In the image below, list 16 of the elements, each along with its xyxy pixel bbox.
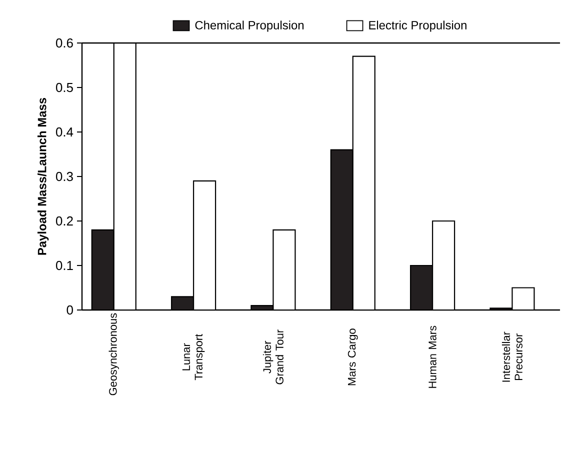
y-tick-label: 0.6 (56, 38, 73, 48)
x-tick-label: Interstellar Precursor (502, 332, 522, 382)
y-axis-title: Payload Mass/Launch Mass (38, 98, 49, 255)
x-tick-label: Jupiter Grand Tour (262, 330, 284, 384)
y-tick-label: 0.1 (56, 260, 73, 270)
x-tick-label: Lunar Transport (182, 334, 205, 380)
x-tick-label: Human Mars (428, 326, 436, 388)
legend-label: Electric Propulsion (369, 20, 466, 32)
y-tick-label: 0.4 (56, 127, 74, 137)
x-tick-label: Mars Cargo (348, 328, 358, 386)
x-tick-label: Geosynchronous (108, 313, 119, 396)
y-tick-label: 0 (66, 305, 73, 315)
y-tick-label: 0.2 (56, 216, 73, 226)
legend-label: Chemical Propulsion (195, 20, 304, 32)
y-tick-label: 0.3 (56, 172, 73, 182)
y-tick-label: 0.5 (56, 82, 73, 92)
